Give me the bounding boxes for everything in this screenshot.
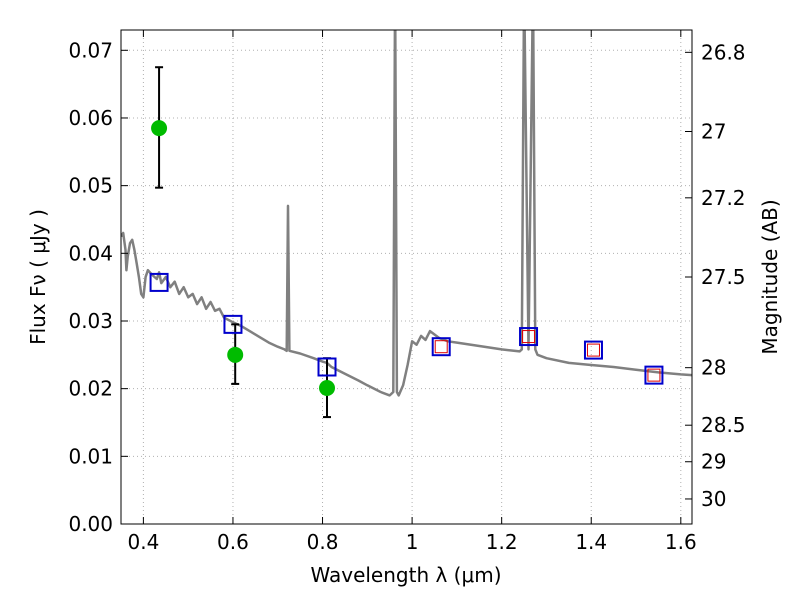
y-tick-label: 0.04 xyxy=(68,241,113,265)
y2-tick-label: 27.5 xyxy=(701,265,746,289)
y-tick-label: 0.06 xyxy=(68,106,113,130)
x-tick-label: 0.4 xyxy=(127,530,159,554)
y2-tick-label: 27 xyxy=(701,120,726,144)
filter-photometry-marker xyxy=(522,330,536,344)
y-tick-label: 0.07 xyxy=(68,38,113,62)
y-tick-label: 0.03 xyxy=(68,309,113,333)
model-photometry-marker xyxy=(644,365,664,385)
x-tick-label: 1 xyxy=(406,530,419,554)
plot-background xyxy=(121,30,692,524)
observed-photometry-point xyxy=(227,346,244,363)
y2-tick-label: 30 xyxy=(701,487,726,511)
y2-tick-label: 27.2 xyxy=(701,186,746,210)
series-layer xyxy=(121,30,692,419)
y2-tick-label: 26.8 xyxy=(701,40,746,64)
y2-tick-label: 28.5 xyxy=(701,413,746,437)
y2-tick-label: 29 xyxy=(701,450,726,474)
x-axis-title: Wavelength λ (μm) xyxy=(310,563,501,587)
observed-photometry-point xyxy=(151,120,168,137)
observed-photometry-point xyxy=(319,379,336,396)
y-axis-title: Flux Fν ( μJy ) xyxy=(26,209,50,345)
x-tick-label: 1.4 xyxy=(575,530,607,554)
y-tick-label: 0.00 xyxy=(68,512,113,536)
y2-tick-label: 28 xyxy=(701,356,726,380)
filter-photometry-marker xyxy=(434,340,448,354)
model-photometry-marker xyxy=(583,340,603,360)
filter-photometry-marker xyxy=(586,343,600,357)
y2-axis-title: Magnitude (AB) xyxy=(758,199,782,354)
y-tick-label: 0.02 xyxy=(68,377,113,401)
model-photometry-marker xyxy=(519,327,539,347)
x-tick-label: 1.2 xyxy=(486,530,518,554)
model-photometry-marker xyxy=(223,314,243,334)
x-tick-label: 0.6 xyxy=(217,530,249,554)
x-tick-label: 0.8 xyxy=(307,530,339,554)
y-tick-label: 0.01 xyxy=(68,444,113,468)
x-tick-label: 1.6 xyxy=(665,530,697,554)
model-photometry-marker xyxy=(149,272,169,292)
tick-layer: 0.4 0.6 0.8 1 1.2 1.4 1.6 0.00 0.01 0.02 0.03 0.04 0… xyxy=(68,30,746,554)
model-photometry-marker xyxy=(317,357,337,377)
model-photometry-marker xyxy=(431,337,451,357)
filter-photometry-marker xyxy=(647,368,661,382)
y-tick-label: 0.05 xyxy=(68,174,113,198)
